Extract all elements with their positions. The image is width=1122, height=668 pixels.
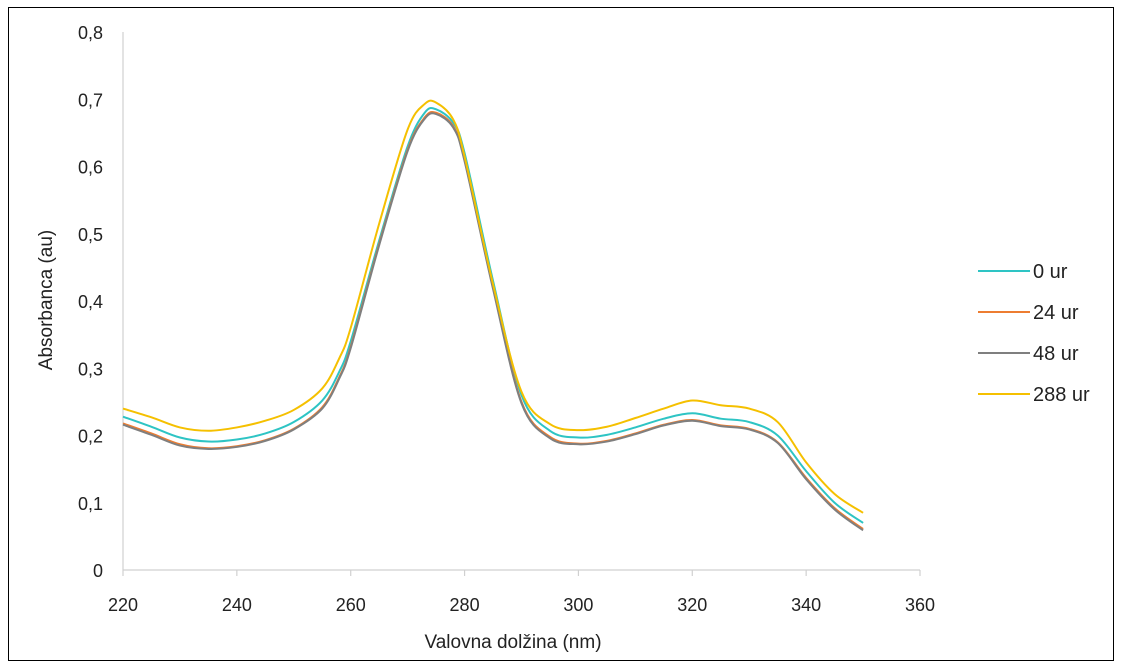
y-tick-label: 0,8 [78,23,103,43]
series-line-0-ur [122,107,864,524]
series-line-48-ur [122,112,864,532]
legend-label-0-ur: 0 ur [1033,261,1068,283]
x-tick-label: 340 [791,595,821,615]
x-tick-label: 320 [677,595,707,615]
x-tick-label: 260 [336,595,366,615]
x-axis-title: Valovna dolžina (nm) [424,632,601,653]
y-tick-label: 0,7 [78,90,103,110]
y-tick-label: 0,4 [78,292,103,312]
y-tick-label: 0,3 [78,359,103,379]
x-tick-label: 360 [905,595,935,615]
y-tick-label: 0,2 [78,427,103,447]
legend-label-48-ur: 48 ur [1033,343,1079,365]
y-tick-label: 0,5 [78,225,103,245]
chart-frame [8,7,1114,661]
axes [122,32,921,576]
x-tick-label: 300 [563,595,593,615]
y-tick-label: 0,1 [78,494,103,514]
legend-label-288-ur: 288 ur [1033,384,1090,406]
y-tick-label: 0,6 [78,158,103,178]
series-line-288-ur [122,99,864,514]
legend-label-24-ur: 24 ur [1033,302,1079,324]
y-axis-title: Absorbanca (au) [36,230,57,370]
x-tick-label: 240 [222,595,252,615]
x-tick-label: 280 [450,595,480,615]
tick-labels: 220 240 260 280 300 320 340 360 0 0,1 0,2 0,3 0,4 0,5… [78,23,935,615]
series-line-24-ur [122,110,864,530]
legend: 0 ur 24 ur 48 ur 288 ur [978,261,1090,406]
series-lines [122,99,864,532]
y-tick-label: 0 [93,561,103,581]
x-tick-label: 220 [108,595,138,615]
